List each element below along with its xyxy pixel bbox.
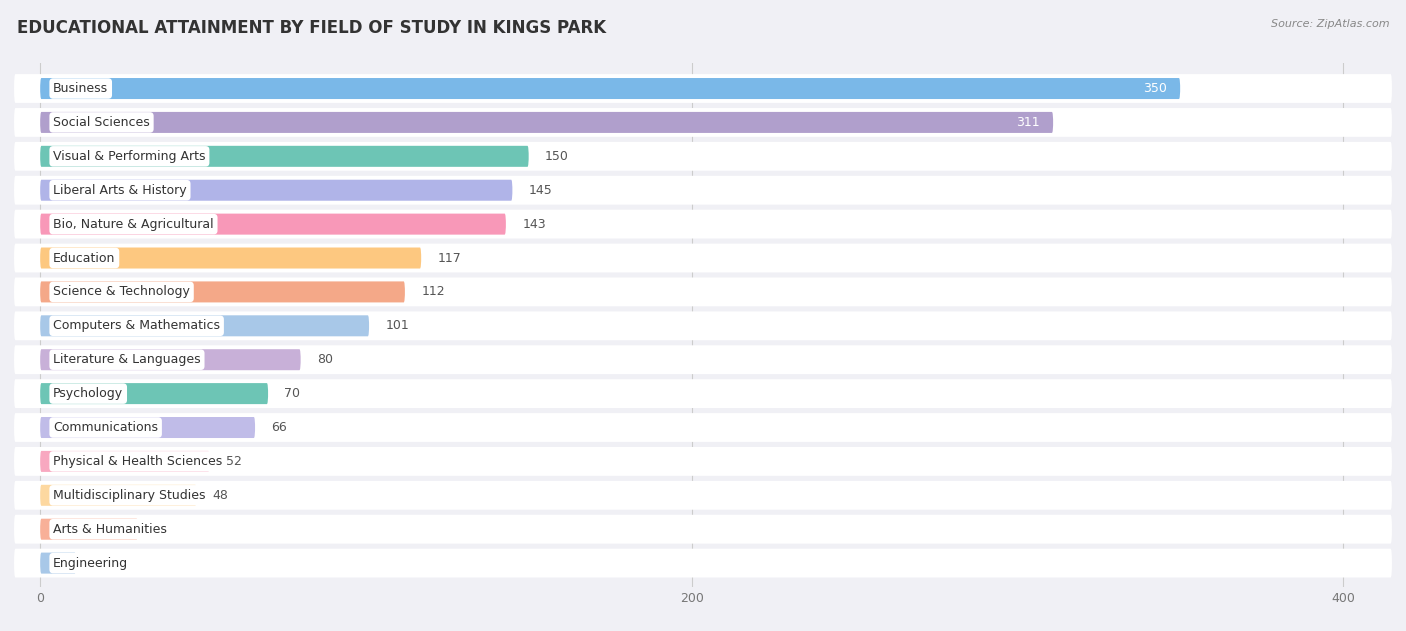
FancyBboxPatch shape — [14, 345, 1392, 374]
FancyBboxPatch shape — [41, 417, 254, 438]
FancyBboxPatch shape — [14, 209, 1392, 239]
FancyBboxPatch shape — [41, 451, 209, 472]
FancyBboxPatch shape — [14, 108, 1392, 137]
Text: 52: 52 — [226, 455, 242, 468]
FancyBboxPatch shape — [14, 481, 1392, 510]
Text: Social Sciences: Social Sciences — [53, 116, 150, 129]
Text: Visual & Performing Arts: Visual & Performing Arts — [53, 150, 205, 163]
Text: 66: 66 — [271, 421, 287, 434]
Text: EDUCATIONAL ATTAINMENT BY FIELD OF STUDY IN KINGS PARK: EDUCATIONAL ATTAINMENT BY FIELD OF STUDY… — [17, 19, 606, 37]
Text: Arts & Humanities: Arts & Humanities — [53, 522, 167, 536]
FancyBboxPatch shape — [41, 146, 529, 167]
FancyBboxPatch shape — [41, 112, 1053, 133]
Text: 101: 101 — [385, 319, 409, 333]
Text: 311: 311 — [1017, 116, 1040, 129]
FancyBboxPatch shape — [14, 379, 1392, 408]
Text: 145: 145 — [529, 184, 553, 197]
FancyBboxPatch shape — [41, 214, 506, 235]
Text: Education: Education — [53, 252, 115, 264]
Text: 350: 350 — [1143, 82, 1167, 95]
Text: Literature & Languages: Literature & Languages — [53, 353, 201, 366]
Text: Science & Technology: Science & Technology — [53, 285, 190, 298]
Text: 150: 150 — [546, 150, 569, 163]
Text: Communications: Communications — [53, 421, 157, 434]
Text: 48: 48 — [212, 489, 229, 502]
FancyBboxPatch shape — [41, 180, 512, 201]
Text: Psychology: Psychology — [53, 387, 124, 400]
Text: Physical & Health Sciences: Physical & Health Sciences — [53, 455, 222, 468]
Text: 80: 80 — [316, 353, 333, 366]
FancyBboxPatch shape — [41, 316, 370, 336]
Text: 11: 11 — [93, 557, 108, 570]
FancyBboxPatch shape — [41, 247, 422, 269]
FancyBboxPatch shape — [41, 553, 76, 574]
FancyBboxPatch shape — [14, 413, 1392, 442]
FancyBboxPatch shape — [14, 74, 1392, 103]
Text: Engineering: Engineering — [53, 557, 128, 570]
FancyBboxPatch shape — [14, 549, 1392, 577]
FancyBboxPatch shape — [41, 281, 405, 302]
FancyBboxPatch shape — [14, 278, 1392, 306]
Text: Business: Business — [53, 82, 108, 95]
Text: 70: 70 — [284, 387, 301, 400]
FancyBboxPatch shape — [14, 312, 1392, 340]
Text: Source: ZipAtlas.com: Source: ZipAtlas.com — [1271, 19, 1389, 29]
Text: 30: 30 — [155, 522, 170, 536]
FancyBboxPatch shape — [14, 176, 1392, 204]
FancyBboxPatch shape — [14, 142, 1392, 171]
Text: Liberal Arts & History: Liberal Arts & History — [53, 184, 187, 197]
Text: 112: 112 — [422, 285, 444, 298]
Text: Bio, Nature & Agricultural: Bio, Nature & Agricultural — [53, 218, 214, 230]
FancyBboxPatch shape — [41, 485, 197, 506]
FancyBboxPatch shape — [14, 447, 1392, 476]
FancyBboxPatch shape — [41, 519, 138, 540]
FancyBboxPatch shape — [14, 244, 1392, 273]
Text: 117: 117 — [437, 252, 461, 264]
Text: Multidisciplinary Studies: Multidisciplinary Studies — [53, 489, 205, 502]
FancyBboxPatch shape — [41, 383, 269, 404]
FancyBboxPatch shape — [41, 349, 301, 370]
Text: Computers & Mathematics: Computers & Mathematics — [53, 319, 221, 333]
FancyBboxPatch shape — [41, 78, 1180, 99]
FancyBboxPatch shape — [14, 515, 1392, 544]
Text: 143: 143 — [522, 218, 546, 230]
